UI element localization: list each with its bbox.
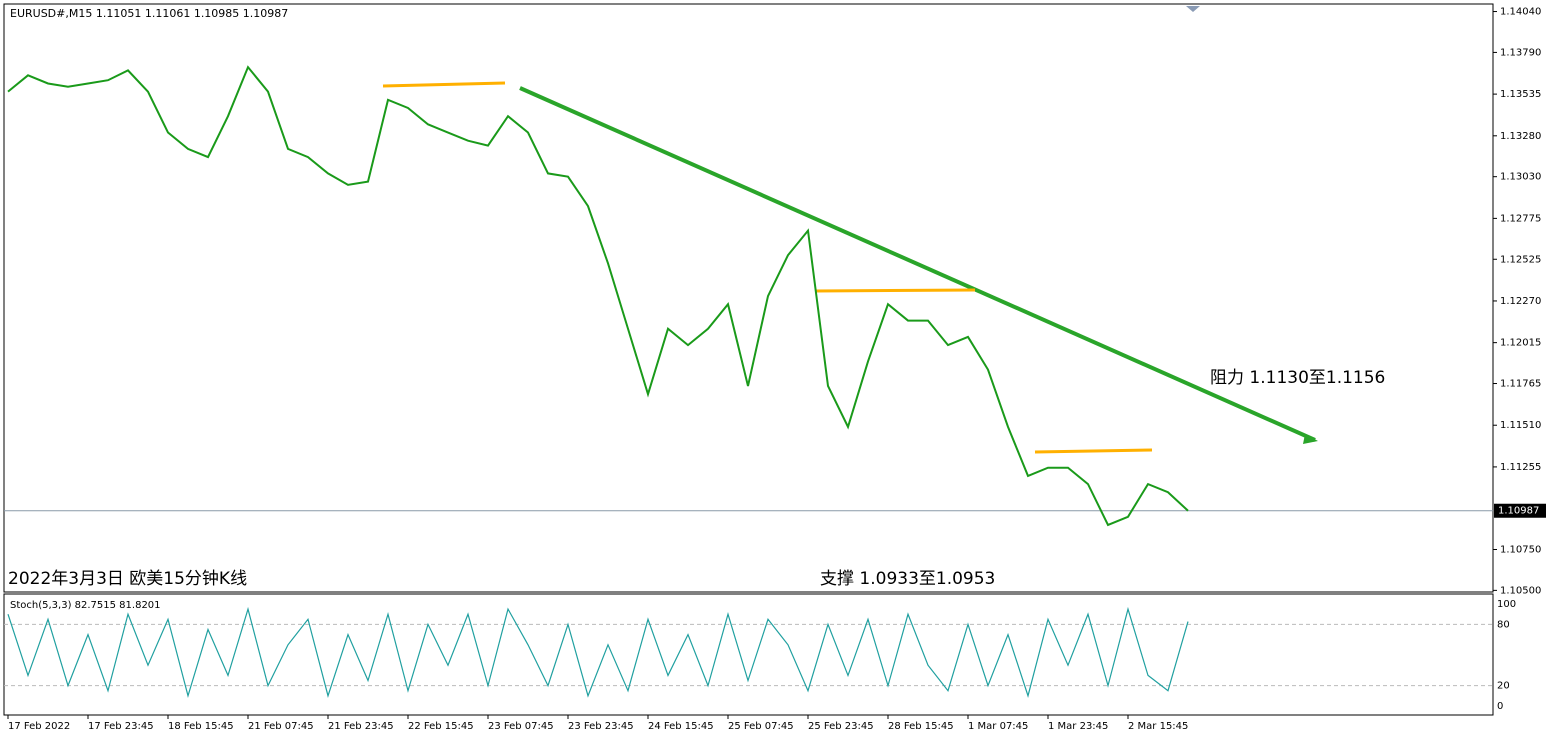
stoch-frame bbox=[3, 593, 1494, 716]
trend-line bbox=[519, 86, 1316, 442]
y-tick-label: 1.11255 bbox=[1500, 462, 1541, 473]
chart-header: EURUSD#,M15 1.11051 1.11061 1.10985 1.10… bbox=[10, 7, 288, 20]
y-tick-label: 1.12775 bbox=[1500, 213, 1541, 224]
x-tick-label: 1 Mar 23:45 bbox=[1048, 721, 1108, 732]
x-tick-label: 18 Feb 15:45 bbox=[168, 721, 234, 732]
level-line bbox=[382, 81, 506, 88]
stoch-line bbox=[7, 606, 1189, 699]
y-tick-label: 1.12015 bbox=[1500, 338, 1541, 349]
trend-arrow bbox=[1303, 434, 1318, 444]
y-tick-label: 1.11765 bbox=[1500, 379, 1541, 390]
y-tick-label: 1.14040 bbox=[1500, 7, 1541, 18]
last-price-box bbox=[1494, 503, 1546, 518]
x-tick-label: 21 Feb 23:45 bbox=[328, 721, 394, 732]
y-tick-label: 1.10750 bbox=[1500, 544, 1541, 555]
y-tick-label: 1.12270 bbox=[1500, 296, 1541, 307]
x-tick-label: 25 Feb 23:45 bbox=[808, 721, 874, 732]
y-tick-label: 1.11510 bbox=[1500, 420, 1541, 431]
shift-marker bbox=[1186, 6, 1200, 12]
price-line bbox=[7, 65, 1189, 527]
x-tick-label: 22 Feb 15:45 bbox=[408, 721, 474, 732]
y-tick-label: 1.13535 bbox=[1500, 89, 1541, 100]
x-tick-label: 25 Feb 07:45 bbox=[728, 721, 794, 732]
y-tick-label: 1.13280 bbox=[1500, 131, 1541, 142]
x-tick-label: 1 Mar 07:45 bbox=[968, 721, 1028, 732]
annotation: 支撑 1.0933至1.0953 bbox=[820, 569, 995, 589]
caption: 2022年3月3日 欧美15分钟K线 bbox=[8, 569, 247, 589]
price-frame bbox=[3, 3, 1494, 593]
y-tick-label: 20 bbox=[1497, 681, 1510, 692]
last-price-label: 1.10987 bbox=[1498, 506, 1539, 517]
x-tick-label: 24 Feb 15:45 bbox=[648, 721, 714, 732]
x-tick-label: 17 Feb 2022 bbox=[8, 721, 70, 732]
x-tick-label: 2 Mar 15:45 bbox=[1128, 721, 1188, 732]
x-tick-label: 17 Feb 23:45 bbox=[88, 721, 154, 732]
y-tick-label: 80 bbox=[1497, 619, 1510, 630]
y-tick-label: 100 bbox=[1497, 599, 1516, 610]
y-tick-label: 1.12525 bbox=[1500, 254, 1541, 265]
annotation: 阻力 1.1130至1.1156 bbox=[1210, 368, 1385, 388]
level-line bbox=[1034, 448, 1153, 454]
x-tick-label: 21 Feb 07:45 bbox=[248, 721, 314, 732]
x-tick-label: 23 Feb 23:45 bbox=[568, 721, 634, 732]
y-tick-label: 0 bbox=[1497, 701, 1503, 712]
x-tick-label: 23 Feb 07:45 bbox=[488, 721, 554, 732]
level-line bbox=[814, 288, 976, 293]
x-tick-label: 28 Feb 15:45 bbox=[888, 721, 954, 732]
y-tick-label: 1.13030 bbox=[1500, 172, 1541, 183]
y-tick-label: 1.13790 bbox=[1500, 47, 1541, 58]
stoch-title: Stoch(5,3,3) 82.7515 81.8201 bbox=[10, 600, 161, 611]
y-tick-label: 1.10500 bbox=[1500, 585, 1541, 596]
